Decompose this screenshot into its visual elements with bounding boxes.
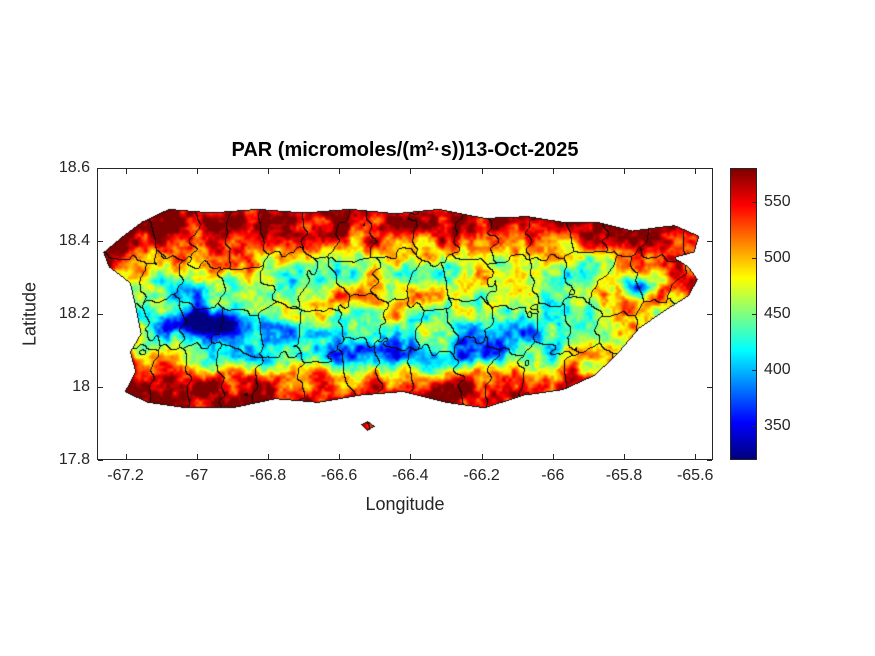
title-superscript: 2 xyxy=(426,137,434,153)
x-tick-mark xyxy=(267,169,269,174)
x-tick-mark xyxy=(695,454,697,459)
y-tick-mark xyxy=(707,460,712,461)
x-tick-label: -66 xyxy=(541,467,565,484)
y-tick-mark xyxy=(98,168,103,169)
colorbar-gradient-canvas xyxy=(731,169,756,459)
colorbar-tick-label: 500 xyxy=(764,248,791,266)
colorbar-tick-label: 450 xyxy=(764,305,791,322)
x-tick-mark xyxy=(267,454,269,459)
colorbar-tick-label: 400 xyxy=(764,361,791,379)
x-axis-label: Longitude xyxy=(365,494,445,514)
y-tick-mark xyxy=(707,314,712,315)
x-tick-label: -66.2 xyxy=(463,467,500,484)
title-prefix: PAR (micromoles/(m xyxy=(231,139,427,161)
x-tick-mark xyxy=(339,454,341,459)
x-tick-mark xyxy=(196,454,198,459)
colorbar-tick-label: 550 xyxy=(764,192,791,210)
x-tick-mark xyxy=(624,169,625,174)
y-tick-mark xyxy=(707,387,712,388)
puerto-rico-par-heatmap-canvas xyxy=(98,169,712,459)
x-tick-mark xyxy=(196,169,198,174)
colorbar-tick-label: 350 xyxy=(764,417,791,435)
x-tick-mark xyxy=(552,454,554,459)
x-tick-label: -66.6 xyxy=(320,467,358,484)
chart-title: PAR (micromoles/(m2·s))13-Oct-2025 xyxy=(97,137,713,162)
plot-axes xyxy=(97,168,713,461)
x-tick-mark xyxy=(695,169,697,174)
y-tick-mark xyxy=(707,241,712,242)
x-tick-mark xyxy=(125,169,127,174)
x-tick-label: -67.2 xyxy=(107,467,144,484)
y-tick-label: 18.2 xyxy=(58,305,90,322)
y-tick-mark xyxy=(98,387,103,388)
colorbar-tick-mark xyxy=(752,426,756,428)
colorbar-tick-mark xyxy=(752,314,756,315)
x-tick-mark xyxy=(481,169,483,174)
title-suffix: ·s))13-Oct-2025 xyxy=(433,139,579,161)
y-tick-label: 18.4 xyxy=(58,232,90,249)
y-tick-label: 18 xyxy=(72,378,90,395)
colorbar xyxy=(730,168,757,460)
x-tick-mark xyxy=(339,169,341,174)
x-tick-mark xyxy=(552,169,554,174)
x-tick-mark xyxy=(125,454,127,459)
y-tick-mark xyxy=(707,168,712,169)
x-tick-mark xyxy=(481,454,483,459)
x-tick-label: -65.6 xyxy=(676,467,714,484)
y-tick-mark xyxy=(98,314,103,315)
x-tick-mark xyxy=(624,454,625,459)
x-tick-label: -65.8 xyxy=(605,467,643,484)
x-tick-label: -66.4 xyxy=(392,467,429,484)
x-tick-mark xyxy=(410,454,412,459)
x-tick-label: -66.8 xyxy=(249,467,287,484)
y-tick-mark xyxy=(98,241,103,242)
colorbar-tick-mark xyxy=(752,370,756,372)
y-tick-mark xyxy=(98,460,103,461)
colorbar-tick-mark xyxy=(752,201,756,203)
y-tick-label: 17.8 xyxy=(58,451,90,468)
x-tick-label: -67 xyxy=(185,467,209,484)
y-tick-label: 18.6 xyxy=(58,159,90,176)
x-tick-mark xyxy=(410,169,412,174)
colorbar-tick-mark xyxy=(752,257,756,259)
